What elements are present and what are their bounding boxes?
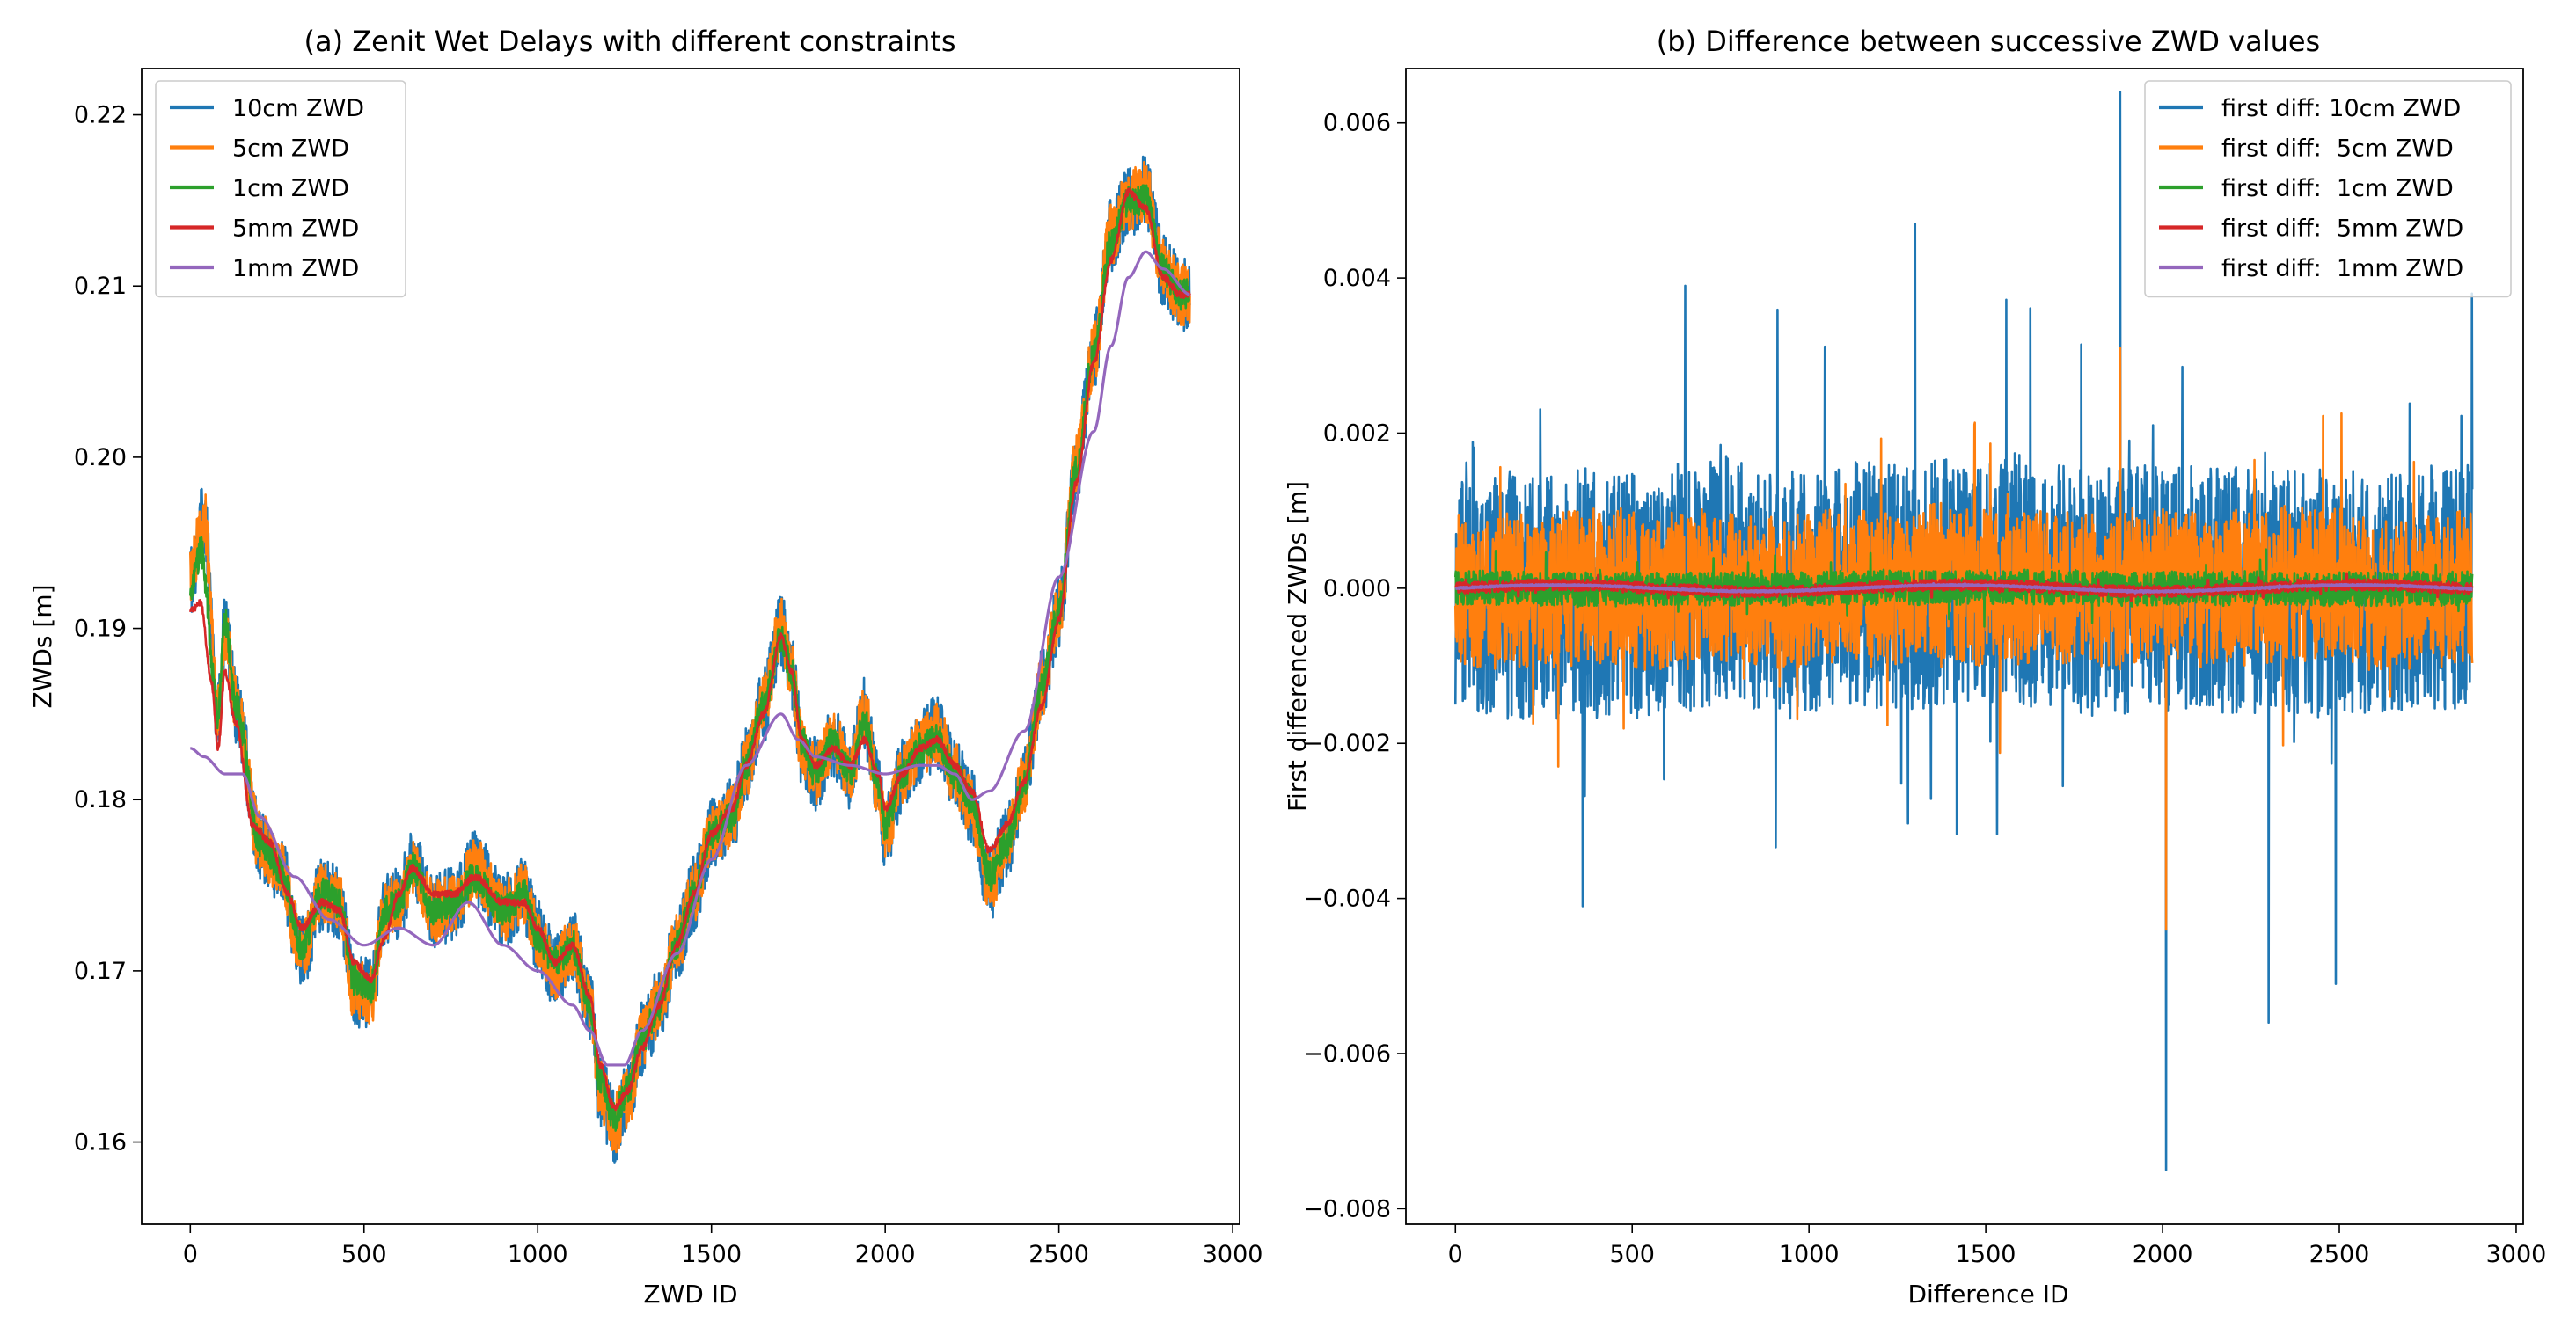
chart-b-title: (b) Difference between successive ZWD va… — [1657, 25, 2320, 58]
legend-entry: first diff: 5cm ZWD — [2221, 135, 2454, 163]
chart-b-y-axis: −0.008 −0.006 −0.004 −0.002 0.000 0.002 0.004 0… — [1303, 110, 1406, 1222]
series-line-first-diff-1mm-zwd — [1454, 581, 2474, 595]
chart-b-ylabel: First differenced ZWDs [m] — [1283, 481, 1312, 812]
y-tick-label: −0.004 — [1303, 886, 1391, 913]
y-tick-label: 0.004 — [1323, 265, 1391, 292]
legend-entry: 1cm ZWD — [232, 175, 349, 202]
legend-entry: 10cm ZWD — [232, 95, 364, 122]
chart-a-frame — [141, 68, 1240, 1225]
x-tick-label: 2000 — [855, 1241, 916, 1268]
series-line-1mm-zwd — [189, 250, 1191, 1067]
chart-panel-a: (a) Zenit Wet Delays with different cons… — [28, 25, 1262, 1309]
x-tick-label: 1000 — [1779, 1241, 1840, 1268]
x-tick-label: 3000 — [1203, 1241, 1263, 1268]
x-tick-label: 0 — [183, 1241, 198, 1268]
x-tick-label: 1500 — [681, 1241, 742, 1268]
y-tick-label: 0.19 — [74, 616, 127, 643]
legend-box — [155, 80, 406, 298]
y-tick-label: 0.002 — [1323, 420, 1391, 447]
x-tick-label: 500 — [1609, 1241, 1655, 1268]
chart-b-x-axis: 0 500 1000 1500 2000 2500 3000 — [1448, 1224, 2547, 1268]
x-tick-label: 1000 — [508, 1241, 568, 1268]
chart-b-legend: first diff: 10cm ZWD first diff: 5cm ZWD f… — [2144, 80, 2512, 298]
chart-panel-b: (b) Difference between successive ZWD va… — [1283, 25, 2546, 1309]
x-tick-label: 0 — [1448, 1241, 1463, 1268]
y-tick-label: 0.21 — [74, 273, 127, 300]
legend-box — [2144, 80, 2512, 298]
legend-entry: first diff: 1cm ZWD — [2221, 175, 2454, 202]
chart-a-y-axis: 0.16 0.17 0.18 0.19 0.20 0.21 0.22 — [74, 102, 142, 1157]
y-tick-label: −0.002 — [1303, 730, 1391, 757]
y-tick-label: 0.18 — [74, 786, 127, 814]
legend-entry: first diff: 10cm ZWD — [2221, 95, 2461, 122]
series-line-1cm-zwd — [188, 184, 1191, 1132]
chart-b-plot-area — [1453, 91, 2474, 1171]
y-tick-label: 0.22 — [74, 102, 127, 129]
y-tick-label: 0.17 — [74, 958, 127, 985]
y-tick-label: 0.006 — [1323, 110, 1391, 137]
chart-a-ylabel: ZWDs [m] — [28, 584, 57, 708]
chart-b-frame — [1405, 68, 2524, 1225]
legend-entry: 5mm ZWD — [232, 215, 359, 243]
x-tick-label: 2000 — [2133, 1241, 2193, 1268]
y-tick-label: −0.006 — [1303, 1040, 1391, 1068]
y-tick-label: −0.008 — [1303, 1195, 1391, 1222]
y-tick-label: 0.16 — [74, 1129, 127, 1157]
chart-b-xlabel: Difference ID — [1907, 1280, 2068, 1309]
series-line-first-diff-1cm-zwd — [1453, 548, 2474, 628]
x-tick-label: 500 — [341, 1241, 387, 1268]
x-tick-label: 2500 — [2309, 1241, 2370, 1268]
x-tick-label: 1500 — [1956, 1241, 2016, 1268]
legend-entry: first diff: 1mm ZWD — [2221, 255, 2463, 282]
chart-a-x-axis: 0 500 1000 1500 2000 2500 3000 — [183, 1224, 1263, 1268]
chart-a-title: (a) Zenit Wet Delays with different cons… — [304, 25, 956, 58]
chart-a-plot-area — [188, 155, 1191, 1164]
chart-a-xlabel: ZWD ID — [643, 1280, 737, 1309]
y-tick-label: 0.000 — [1323, 575, 1391, 602]
legend-entry: 5cm ZWD — [232, 135, 349, 163]
series-line-5mm-zwd — [189, 187, 1191, 1112]
x-tick-label: 2500 — [1028, 1241, 1089, 1268]
y-tick-label: 0.20 — [74, 444, 127, 471]
legend-entry: first diff: 5mm ZWD — [2221, 215, 2463, 243]
chart-a-legend: 10cm ZWD 5cm ZWD 1cm ZWD 5mm ZWD 1mm ZWD — [155, 80, 406, 298]
x-tick-label: 3000 — [2486, 1241, 2547, 1268]
legend-entry: 1mm ZWD — [232, 255, 359, 282]
